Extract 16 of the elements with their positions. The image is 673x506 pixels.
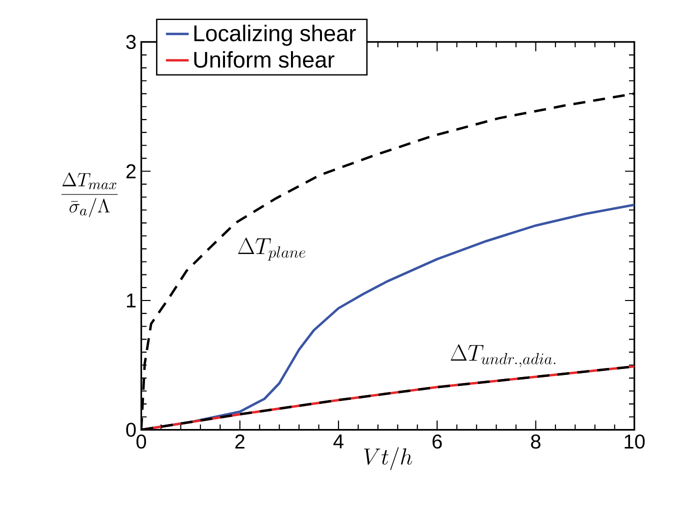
x-tick-label: 8 <box>531 434 540 449</box>
legend-label: Uniform shear <box>194 51 334 68</box>
y-tick-label: 3 <box>126 35 136 50</box>
y-tick-label: 1 <box>126 294 136 308</box>
x-tick-label: 4 <box>333 434 344 448</box>
y-axis-title: $\frac{\Delta T_{max}}{\bar{\sigma}_a/\Lambda}$ <box>62 172 118 218</box>
x-tick-label: 10 <box>624 434 645 449</box>
x-tick-label: 0 <box>136 434 146 449</box>
x-axis-title: $Vt/h$ <box>364 447 412 470</box>
x-tick-label: 2 <box>235 434 244 449</box>
annotation: $\Delta T_{undr.,adia.}$ <box>450 344 556 368</box>
y-tick-label: 2 <box>126 164 136 178</box>
legend-label: Localizing shear <box>194 24 356 46</box>
x-tick-label: 6 <box>432 434 442 449</box>
y-tick-label: 0 <box>126 422 136 437</box>
annotation: $\Delta T_{plane}$ <box>238 238 306 261</box>
